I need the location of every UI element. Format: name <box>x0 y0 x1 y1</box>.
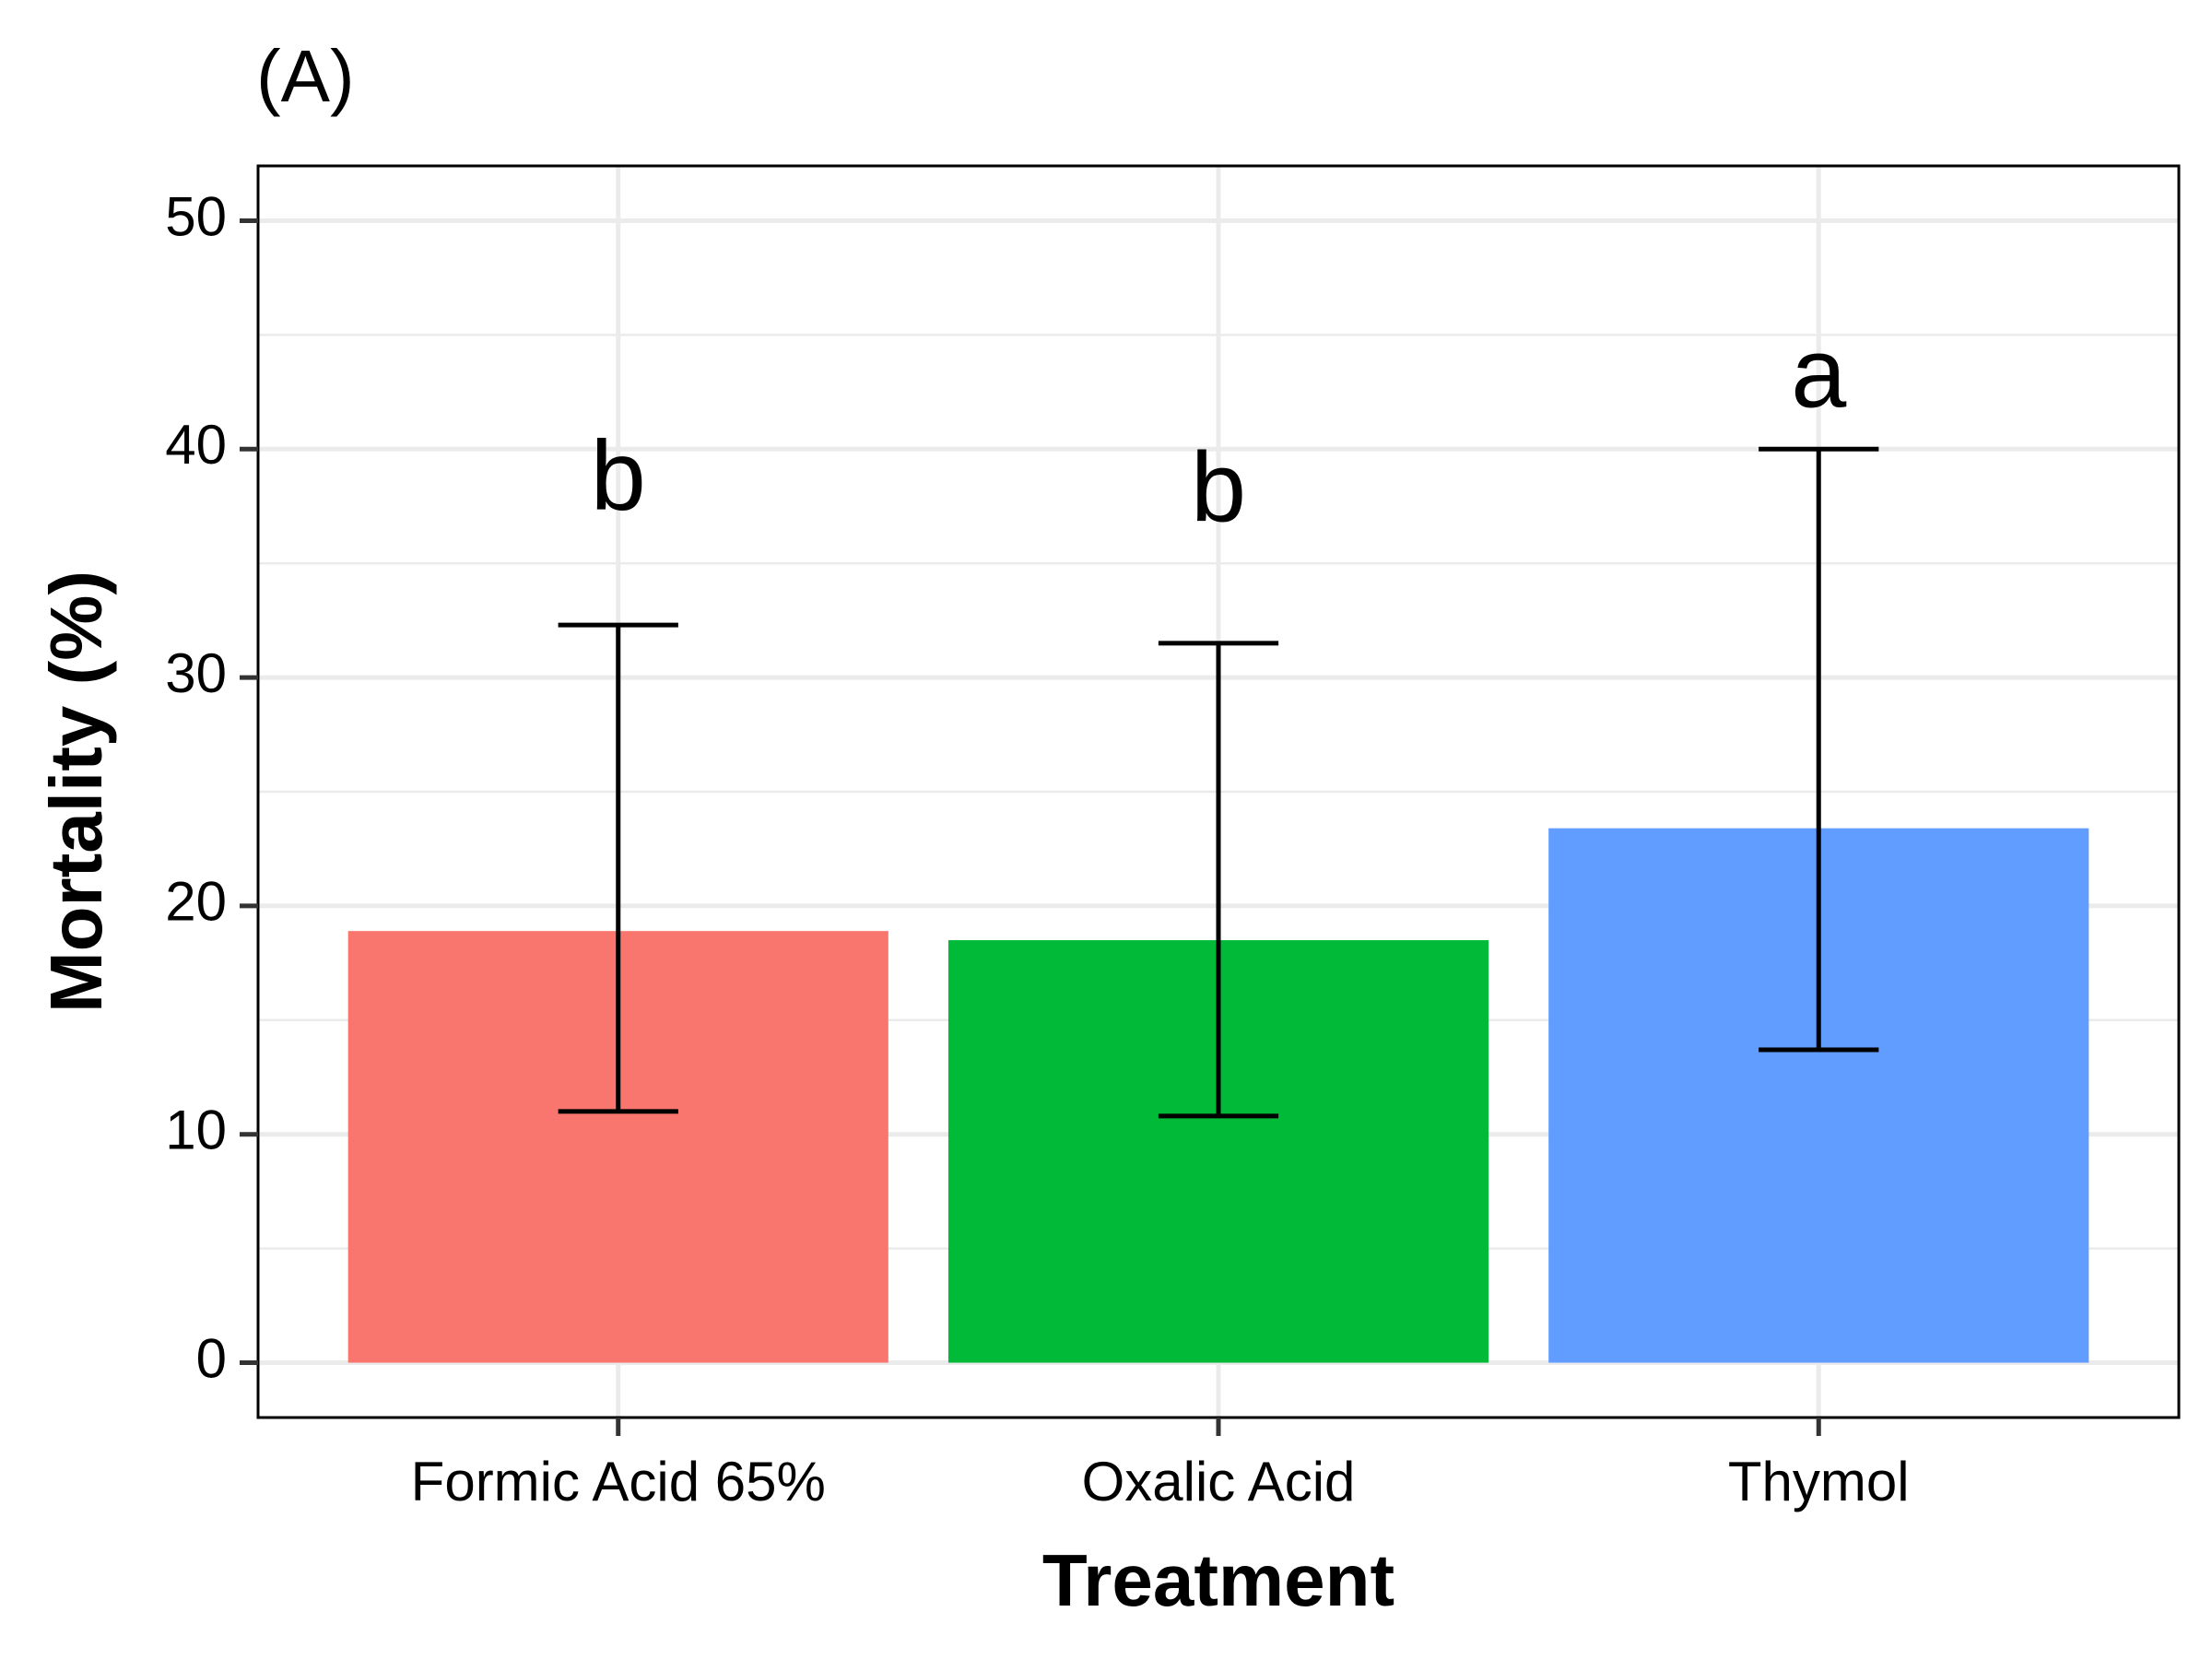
significance-letters: b b a <box>591 316 1848 542</box>
x-tick-label: Formic Acid 65% <box>411 1451 826 1512</box>
error-bar <box>558 622 678 1114</box>
significance-letter: b <box>1191 430 1246 542</box>
error-bar <box>1759 446 1879 1053</box>
error-bars <box>558 446 1879 1119</box>
significance-letter: a <box>1791 316 1847 428</box>
panel-tag: (A) <box>256 35 355 117</box>
x-axis-title: Treatment <box>1042 1539 1394 1621</box>
y-tick-label: 0 <box>196 1327 227 1389</box>
axes: 0 10 20 30 40 50 Formic Acid 65% Oxalic Acid Thy… <box>165 185 1909 1512</box>
y-tick-label: 50 <box>165 185 227 247</box>
y-tick-label: 40 <box>165 414 227 476</box>
x-tick-label: Oxalic Acid <box>1082 1451 1356 1512</box>
y-tick-label: 10 <box>165 1100 227 1161</box>
y-axis-title: Mortality (%) <box>35 571 117 1013</box>
y-tick-label: 20 <box>165 871 227 933</box>
y-tick-label: 30 <box>165 642 227 704</box>
x-tick-label: Thymol <box>1728 1451 1910 1512</box>
error-bar <box>1158 641 1279 1119</box>
significance-letter: b <box>591 419 646 531</box>
